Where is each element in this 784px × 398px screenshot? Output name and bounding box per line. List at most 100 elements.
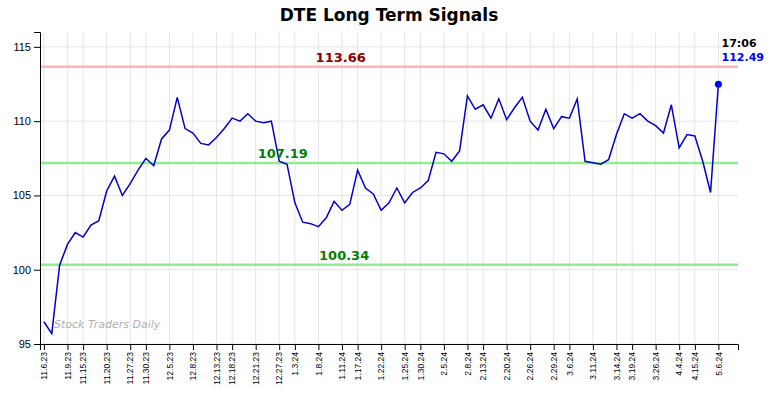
tick-mark [216, 344, 217, 350]
tick-label: 12.8.23 [188, 352, 198, 381]
tick-mark [616, 344, 617, 350]
tick-mark [169, 344, 170, 350]
tick-label: 4.15.24 [690, 352, 700, 381]
tick: 2.20.24 [502, 344, 512, 380]
grid-line [381, 32, 382, 344]
title: DTE Long Term Signals [280, 5, 499, 25]
grid-line [718, 32, 719, 344]
tick: 12.5.23 [165, 344, 175, 380]
plot: 9510010511011511.6.2311.9.2311.15.2311.2… [13, 32, 764, 385]
tick-label: 12.21.23 [251, 352, 261, 385]
last-label: 17:06 [722, 37, 757, 50]
tick-label: 3.26.24 [651, 352, 661, 381]
tick: 11.27.23 [125, 344, 135, 384]
grid-line [632, 32, 633, 344]
tick-label: 12.27.23 [274, 352, 284, 385]
x-axis: 11.6.2311.9.2311.15.2311.20.2311.27.2311… [39, 344, 738, 385]
tick-label: 12.5.23 [165, 352, 175, 381]
tick-label: 2.8.24 [463, 352, 473, 376]
tick-mark [444, 344, 445, 350]
tick-mark [44, 344, 45, 350]
tick: 2.13.24 [478, 344, 488, 380]
grid-line [255, 32, 256, 344]
tick-label: 1.30.24 [416, 352, 426, 381]
tick: 3.6.24 [565, 344, 575, 376]
tick: 5.6.24 [714, 344, 724, 376]
tick: 2.29.24 [549, 344, 559, 380]
tick-mark [569, 344, 570, 350]
tick: 115 [13, 41, 40, 53]
reference-label: 113.66 [316, 50, 366, 65]
grid-line [43, 32, 44, 344]
tick-label: 5.6.24 [714, 352, 724, 376]
tick-mark [381, 344, 382, 350]
tick: 1.8.24 [314, 344, 324, 376]
reference-label: 107.19 [258, 146, 308, 161]
tick: 1.11.24 [337, 344, 347, 380]
tick-mark [279, 344, 280, 350]
tick: 4.4.24 [674, 344, 684, 376]
tick-mark [405, 344, 406, 350]
tick-mark [695, 344, 696, 350]
tick: 12.21.23 [251, 344, 261, 385]
tick-mark [420, 344, 421, 350]
grid-line [483, 32, 484, 344]
tick-mark [34, 121, 40, 122]
tick-mark [34, 270, 40, 271]
tick-label: 2.29.24 [549, 352, 559, 381]
tick: 110 [13, 115, 40, 127]
grid [40, 32, 738, 344]
tick-mark [67, 344, 68, 350]
tick-mark [483, 344, 484, 350]
tick: 2.5.24 [439, 344, 449, 376]
last-value: 112.49 [722, 51, 764, 64]
tick: 12.13.23 [212, 344, 222, 385]
tick-label: 2.20.24 [502, 352, 512, 381]
tick: 1.3.24 [290, 344, 300, 376]
tick-label: 2.5.24 [439, 352, 449, 376]
tick: 100 [13, 264, 40, 276]
grid-line [530, 32, 531, 344]
tick-mark [718, 344, 719, 350]
grid-line [106, 32, 107, 344]
chart: 9510010511011511.6.2311.9.2311.15.2311.2… [0, 0, 784, 398]
grid-line [318, 32, 319, 344]
grid-line [279, 32, 280, 344]
tick-mark [232, 344, 233, 350]
tick-mark [107, 344, 108, 350]
grid-line [569, 32, 570, 344]
tick: 4.15.24 [690, 344, 700, 380]
tick: 3.26.24 [651, 344, 661, 380]
tick-mark [130, 344, 131, 350]
grid-line [467, 32, 468, 344]
reference-label: 100.34 [319, 248, 369, 263]
grid-line [443, 32, 444, 344]
tick-mark [530, 344, 531, 350]
grid-line [404, 32, 405, 344]
tick-mark [83, 344, 84, 350]
tick-mark [656, 344, 657, 350]
grid-line [341, 32, 342, 344]
tick-mark [193, 344, 194, 350]
grid-line [40, 46, 738, 47]
tick: 2.26.24 [525, 344, 535, 380]
tick-mark [146, 344, 147, 350]
tick-label: 3.19.24 [627, 352, 637, 381]
tick-mark [256, 344, 257, 350]
tick: 11.20.23 [102, 344, 112, 384]
grid-line [83, 32, 84, 344]
tick: 1.17.24 [353, 344, 363, 380]
tick-label: 3.11.24 [588, 352, 598, 380]
tick-mark [593, 344, 594, 350]
tick-label: 110 [13, 115, 31, 127]
grid-line [232, 32, 233, 344]
grid-line [67, 32, 68, 344]
tick-label: 11.6.23 [39, 352, 49, 380]
tick-mark [34, 47, 40, 48]
tick: 105 [13, 189, 40, 201]
tick-mark [632, 344, 633, 350]
tick-label: 100 [13, 264, 31, 276]
tick-mark [467, 344, 468, 350]
tick-label: 1.8.24 [314, 352, 324, 376]
axis-line [41, 345, 739, 351]
